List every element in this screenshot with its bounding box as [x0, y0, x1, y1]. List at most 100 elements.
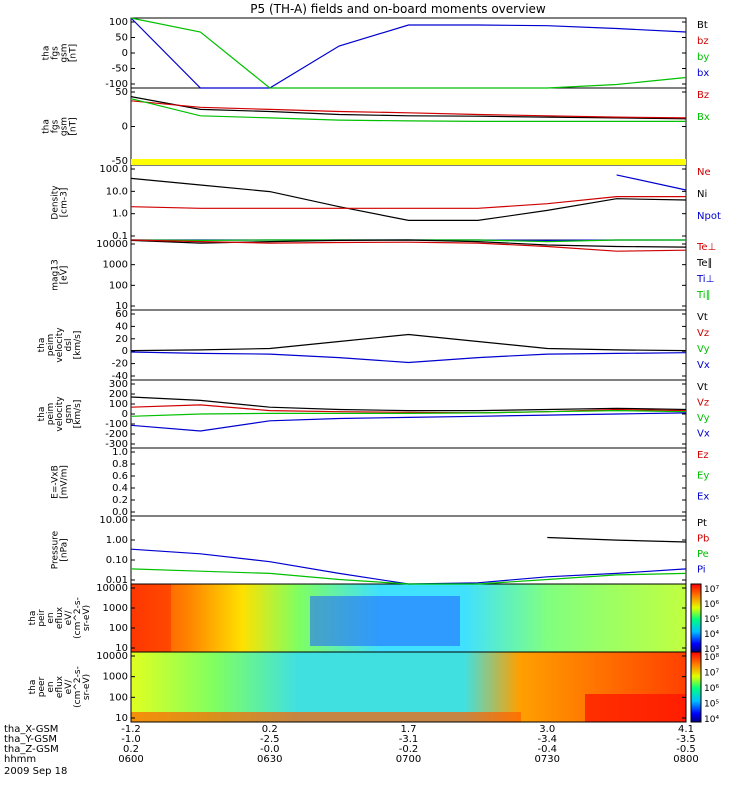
- chart-title: P5 (TH-A) fields and on-board moments ov…: [250, 2, 546, 16]
- y-axis-label: mag13: [51, 259, 61, 290]
- y-axis-label: Pressure: [51, 530, 61, 569]
- y-axis-label: tha: [42, 46, 52, 61]
- x-tick-label: -3.1: [399, 734, 419, 745]
- y-tick-label: 1000: [103, 260, 128, 271]
- y-tick-label: -50: [112, 156, 128, 167]
- y-tick-label: 100: [109, 692, 128, 703]
- series-group: [130, 333, 687, 364]
- y-axis-label: tha: [28, 611, 38, 626]
- y-axis-label: eV/: [64, 610, 74, 626]
- y-tick-label: 10: [115, 643, 128, 654]
- series-Vt: [130, 396, 687, 412]
- panel-ion-spectrogram: 10000 1000 100 10 tha peir en eflux eV/(cm^2-s-s…: [28, 583, 719, 655]
- x-tick-label: 3.0: [539, 724, 555, 735]
- legend-Pt: Pt: [697, 518, 707, 529]
- panel-pressure: 10.00 1.00 0.10 0.01 Pressure [nPa] Pt Pb Pe Pi: [51, 515, 710, 586]
- x-tick-label: 0600: [118, 754, 143, 765]
- x-tick-label: 0.2: [123, 744, 139, 755]
- y-axis-label: Density: [51, 185, 61, 220]
- x-tick-label: -2.5: [260, 734, 280, 745]
- x-tick-label: -1.2: [121, 724, 141, 735]
- y-tick-label: 0: [122, 346, 128, 357]
- panel-frame: [130, 309, 687, 381]
- y-tick-label: -50: [112, 64, 128, 75]
- y-tick-label: 10000: [96, 583, 128, 594]
- y-axis-label: velocity: [55, 396, 65, 432]
- y-tick-label: 1000: [103, 672, 128, 683]
- x-row-label: hhmm: [4, 754, 36, 765]
- legend-Vy: Vy: [697, 344, 710, 355]
- series-group: [130, 96, 687, 122]
- colorbar: [690, 583, 702, 653]
- y-axis-label: tha: [37, 338, 47, 353]
- series-group: [130, 174, 687, 221]
- colorbar-label: 10⁶: [704, 684, 719, 694]
- y-tick-label: 0.4: [112, 483, 128, 494]
- y-axis-label: tha: [42, 119, 52, 134]
- series-Pe: [130, 568, 687, 585]
- panel-electron-spectrogram: 10000 1000 100 10 tha peer en eflux eV/(cm^2-s-s…: [28, 651, 719, 725]
- legend-Ni: Ni: [697, 189, 707, 200]
- series-Pt: [547, 536, 687, 543]
- y-tick-label: -300: [105, 439, 128, 450]
- legend-Bt: Bt: [697, 20, 708, 31]
- colorbar-label: 10³: [704, 645, 719, 655]
- y-tick-label: 100: [109, 17, 128, 28]
- y-axis-label: (cm^2-s-: [73, 597, 83, 639]
- y-tick-label: 0.6: [112, 471, 128, 482]
- series-by: [130, 17, 687, 89]
- series-group: [130, 536, 687, 585]
- x-tick-label: 0630: [257, 754, 282, 765]
- y-axis-label: sr-eV): [82, 605, 92, 631]
- legend-bx: bx: [697, 68, 709, 79]
- x-row-label: tha_Z-GSM: [4, 744, 59, 755]
- y-axis-label: tha: [28, 680, 38, 695]
- colorbar-label: 10⁷: [704, 585, 719, 595]
- series-Bx: [130, 98, 686, 122]
- ion-spectrogram-high-flux: [131, 584, 171, 652]
- legend-Vt: Vt: [697, 312, 708, 323]
- y-tick-label: 0: [122, 48, 128, 59]
- y-axis-label: gsm: [64, 404, 74, 423]
- x-tick-label: 0.2: [262, 724, 278, 735]
- electron-spectrogram-low-energy-band: [131, 712, 521, 722]
- legend-Vx: Vx: [697, 429, 710, 440]
- series-Vz: [130, 404, 687, 414]
- x-row-label: tha_X-GSM: [4, 724, 58, 735]
- legend-Ez: Ez: [697, 450, 709, 461]
- y-axis-label: en: [46, 681, 56, 692]
- ion-spectrogram-low-flux: [310, 596, 460, 646]
- y-axis-label: [km/s]: [73, 400, 83, 429]
- y-axis-label: eV/: [64, 679, 74, 695]
- y-axis-label: peir: [37, 609, 47, 627]
- x-tick-label: 0730: [535, 754, 560, 765]
- series-Vx: [130, 412, 687, 432]
- series-Vx: [130, 351, 687, 364]
- legend-Vz: Vz: [697, 398, 709, 409]
- series-Bt: [130, 96, 687, 120]
- x-tick-label: 1.7: [401, 724, 417, 735]
- legend-Pb: Pb: [697, 534, 709, 545]
- y-axis-label: fgs: [51, 119, 61, 133]
- y-tick-label: -100: [105, 419, 128, 430]
- x-tick-label: -3.4: [537, 734, 557, 745]
- y-tick-label: 10.00: [99, 515, 128, 526]
- y-axis-label: velocity: [55, 327, 65, 363]
- colorbar-label: 10⁶: [704, 600, 719, 610]
- y-tick-label: 100.0: [99, 164, 128, 175]
- x-tick-label: -0.4: [537, 744, 557, 755]
- y-tick-label: -100: [105, 79, 128, 90]
- x-axis-labels: tha_X-GSM -1.2 0.2 1.7 3.0 4.1 tha_Y-GSM -1.0 -2…: [4, 724, 699, 777]
- y-tick-label: -200: [105, 429, 128, 440]
- y-tick-label: 10000: [96, 239, 128, 250]
- y-axis-label: gsm: [60, 117, 70, 136]
- y-tick-label: 60: [115, 309, 128, 320]
- y-axis-label: [km/s]: [73, 331, 83, 360]
- y-axis-label: peim: [46, 403, 56, 426]
- legend-Pe: Pe: [697, 549, 709, 560]
- y-tick-label: 100: [109, 623, 128, 634]
- y-axis-label: [nPa]: [60, 538, 70, 561]
- y-axis-label: fgs: [51, 46, 61, 60]
